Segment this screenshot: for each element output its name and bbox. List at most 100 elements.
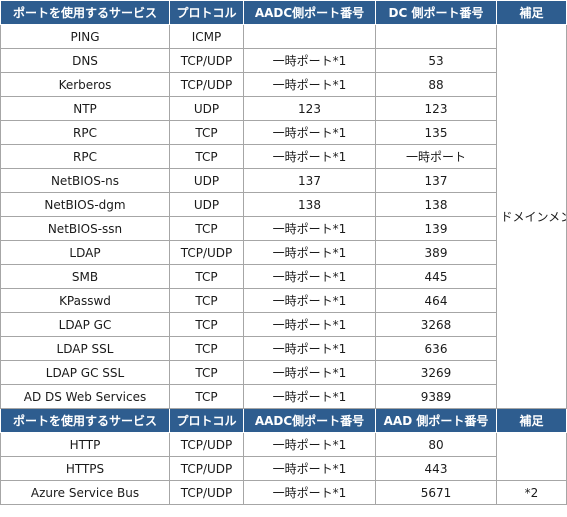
- aadc-port-cell: 一時ポート*1: [243, 240, 376, 265]
- note-cell: ドメインメンバーサーバー共通の要件となります。: [496, 24, 567, 409]
- protocol-cell: TCP/UDP: [169, 240, 244, 265]
- table-row: NetBIOS-dgm UDP 138 138: [0, 192, 567, 217]
- protocol-cell: TCP: [169, 336, 244, 361]
- dc-port-cell: 135: [375, 120, 497, 145]
- service-cell: PING: [0, 24, 170, 49]
- header-dc-port: DC 側ポート番号: [375, 0, 497, 25]
- table-row: LDAP TCP/UDP 一時ポート*1 389: [0, 240, 567, 265]
- aadc-port-cell: 123: [243, 96, 376, 121]
- protocol-cell: TCP: [169, 216, 244, 241]
- protocol-cell: ICMP: [169, 24, 244, 49]
- aadc-port-cell: 一時ポート*1: [243, 120, 376, 145]
- table-row: LDAP GC SSL TCP 一時ポート*1 3269: [0, 360, 567, 385]
- table-row: Kerberos TCP/UDP 一時ポート*1 88: [0, 72, 567, 97]
- table-row: KPasswd TCP 一時ポート*1 464: [0, 288, 567, 313]
- protocol-cell: TCP: [169, 120, 244, 145]
- note-cell-empty: [496, 432, 567, 481]
- protocol-cell: TCP/UDP: [169, 480, 244, 505]
- service-cell: Azure Service Bus: [0, 480, 170, 505]
- note-cell: *2: [496, 480, 567, 505]
- header-protocol: プロトコル: [169, 0, 244, 25]
- protocol-cell: TCP/UDP: [169, 432, 244, 457]
- aadc-port-cell: 一時ポート*1: [243, 216, 376, 241]
- dc-port-cell: 123: [375, 96, 497, 121]
- protocol-cell: TCP/UDP: [169, 48, 244, 73]
- dc-port-cell: 53: [375, 48, 497, 73]
- header-aad-port: AAD 側ポート番号: [375, 408, 497, 433]
- header-note: 補足: [496, 408, 567, 433]
- table-row: AD DS Web Services TCP 一時ポート*1 9389: [0, 384, 567, 409]
- aadc-port-cell: 一時ポート*1: [243, 72, 376, 97]
- dc-port-cell: [375, 24, 497, 49]
- header-protocol: プロトコル: [169, 408, 244, 433]
- protocol-cell: UDP: [169, 96, 244, 121]
- table-row: Azure Service Bus TCP/UDP 一時ポート*1 5671 *…: [0, 480, 567, 505]
- aad-port-cell: 443: [375, 456, 497, 481]
- aadc-port-cell: 一時ポート*1: [243, 480, 376, 505]
- service-cell: LDAP: [0, 240, 170, 265]
- dc-port-cell: 138: [375, 192, 497, 217]
- service-cell: NetBIOS-dgm: [0, 192, 170, 217]
- aad-port-cell: 5671: [375, 480, 497, 505]
- service-cell: LDAP SSL: [0, 336, 170, 361]
- service-cell: RPC: [0, 120, 170, 145]
- aadc-port-cell: 一時ポート*1: [243, 48, 376, 73]
- protocol-cell: TCP/UDP: [169, 456, 244, 481]
- table-row: LDAP GC TCP 一時ポート*1 3268: [0, 312, 567, 337]
- dc-port-cell: 9389: [375, 384, 497, 409]
- table-row: DNS TCP/UDP 一時ポート*1 53: [0, 48, 567, 73]
- service-cell: Kerberos: [0, 72, 170, 97]
- table-row: PING ICMP ドメインメンバーサーバー共通の要件となります。: [0, 24, 567, 409]
- table-row: SMB TCP 一時ポート*1 445: [0, 264, 567, 289]
- service-cell: AD DS Web Services: [0, 384, 170, 409]
- aadc-port-cell: 138: [243, 192, 376, 217]
- header-note: 補足: [496, 0, 567, 25]
- aadc-port-cell: 一時ポート*1: [243, 312, 376, 337]
- table-row: NetBIOS-ssn TCP 一時ポート*1 139: [0, 216, 567, 241]
- table-row: RPC TCP 一時ポート*1 一時ポート: [0, 144, 567, 169]
- table-row: LDAP SSL TCP 一時ポート*1 636: [0, 336, 567, 361]
- aadc-port-cell: 一時ポート*1: [243, 384, 376, 409]
- table-header-row: ポートを使用するサービス プロトコル AADC側ポート番号 DC 側ポート番号 …: [0, 0, 567, 25]
- dc-port-cell: 88: [375, 72, 497, 97]
- protocol-cell: TCP: [169, 384, 244, 409]
- dc-port-cell: 464: [375, 288, 497, 313]
- table-row: HTTPS TCP/UDP 一時ポート*1 443: [0, 456, 567, 481]
- dc-port-cell: 137: [375, 168, 497, 193]
- header-aadc-port: AADC側ポート番号: [243, 408, 376, 433]
- aadc-port-cell: 一時ポート*1: [243, 336, 376, 361]
- service-cell: NetBIOS-ns: [0, 168, 170, 193]
- dc-port-cell: 389: [375, 240, 497, 265]
- header-service: ポートを使用するサービス: [0, 0, 170, 25]
- service-cell: KPasswd: [0, 288, 170, 313]
- aad-port-cell: 80: [375, 432, 497, 457]
- aadc-port-cell: 一時ポート*1: [243, 360, 376, 385]
- dc-port-cell: 一時ポート: [375, 144, 497, 169]
- service-cell: LDAP GC: [0, 312, 170, 337]
- protocol-cell: TCP: [169, 264, 244, 289]
- table-row: RPC TCP 一時ポート*1 135: [0, 120, 567, 145]
- port-requirements-table: ポートを使用するサービス プロトコル AADC側ポート番号 DC 側ポート番号 …: [0, 0, 567, 505]
- header-aadc-port: AADC側ポート番号: [243, 0, 376, 25]
- dc-port-cell: 445: [375, 264, 497, 289]
- protocol-cell: UDP: [169, 168, 244, 193]
- table-row: NetBIOS-ns UDP 137 137: [0, 168, 567, 193]
- table-row: NTP UDP 123 123: [0, 96, 567, 121]
- aadc-port-cell: 一時ポート*1: [243, 264, 376, 289]
- service-cell: HTTPS: [0, 456, 170, 481]
- protocol-cell: TCP/UDP: [169, 72, 244, 97]
- service-cell: DNS: [0, 48, 170, 73]
- protocol-cell: UDP: [169, 192, 244, 217]
- protocol-cell: TCP: [169, 144, 244, 169]
- service-cell: SMB: [0, 264, 170, 289]
- aadc-port-cell: 一時ポート*1: [243, 432, 376, 457]
- aadc-port-cell: 一時ポート*1: [243, 288, 376, 313]
- aadc-port-cell: [243, 24, 376, 49]
- protocol-cell: TCP: [169, 360, 244, 385]
- header-service: ポートを使用するサービス: [0, 408, 170, 433]
- dc-port-cell: 139: [375, 216, 497, 241]
- table-row: HTTP TCP/UDP 一時ポート*1 80: [0, 432, 567, 481]
- service-cell: NetBIOS-ssn: [0, 216, 170, 241]
- protocol-cell: TCP: [169, 288, 244, 313]
- protocol-cell: TCP: [169, 312, 244, 337]
